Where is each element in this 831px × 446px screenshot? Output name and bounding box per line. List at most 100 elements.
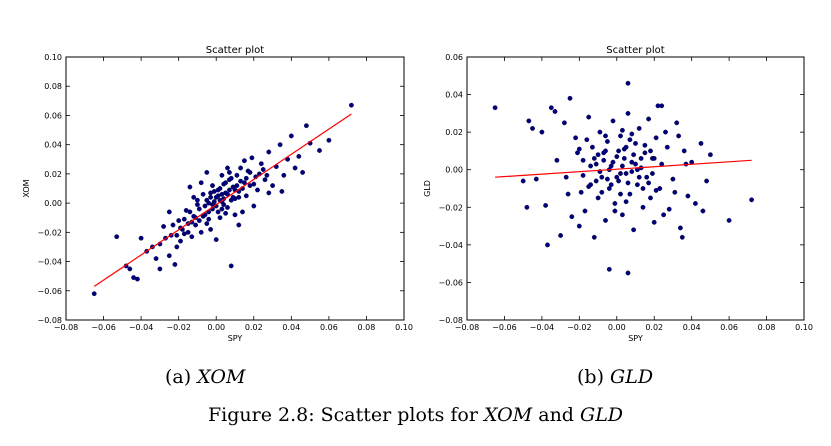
- data-point: [266, 149, 272, 155]
- data-point: [565, 191, 571, 197]
- x-axis-label: SPY: [228, 334, 243, 343]
- data-point: [597, 129, 603, 135]
- data-point: [608, 163, 614, 169]
- x-tick-label: 0.08: [358, 323, 376, 332]
- data-point: [657, 186, 663, 191]
- data-point: [623, 171, 629, 176]
- y-axis-label: GLD: [423, 180, 432, 197]
- data-point: [591, 234, 597, 240]
- data-point: [606, 186, 612, 191]
- data-point: [530, 125, 535, 131]
- data-point: [603, 148, 608, 154]
- data-point: [204, 169, 210, 175]
- y-tick-label: 0.04: [445, 91, 463, 100]
- y-tick-label: 0.02: [445, 128, 463, 137]
- data-point: [616, 178, 621, 184]
- y-tick-label: −0.08: [438, 316, 463, 325]
- data-point: [348, 102, 354, 108]
- x-tick-label: 0.06: [320, 323, 338, 332]
- data-point: [648, 195, 653, 201]
- data-point: [614, 154, 620, 160]
- data-point: [629, 169, 635, 175]
- data-point: [208, 226, 214, 232]
- data-point: [593, 161, 599, 167]
- subcaption-b-prefix: (b): [577, 366, 611, 388]
- data-point: [650, 171, 655, 176]
- data-point: [217, 215, 223, 221]
- data-point: [633, 140, 638, 146]
- data-point: [543, 202, 548, 208]
- y-tick-label: 0.08: [44, 82, 62, 91]
- data-point: [213, 237, 219, 243]
- data-point: [605, 176, 610, 182]
- data-point: [562, 120, 567, 126]
- data-point: [625, 111, 631, 116]
- data-point: [178, 238, 183, 244]
- data-point: [215, 209, 221, 215]
- data-point: [620, 212, 625, 218]
- y-tick-label: −0.06: [438, 278, 463, 287]
- y-tick-label: 0.04: [44, 141, 62, 150]
- data-point: [554, 157, 560, 163]
- data-point: [206, 216, 212, 222]
- data-point: [157, 266, 163, 272]
- data-point: [91, 291, 97, 297]
- data-point: [223, 180, 229, 186]
- x-tick-label: −0.08: [54, 323, 79, 332]
- data-point: [181, 216, 187, 222]
- data-point: [266, 190, 272, 196]
- fit-line: [93, 113, 352, 287]
- data-point: [234, 172, 240, 178]
- data-point: [176, 218, 182, 224]
- data-point: [612, 208, 618, 214]
- data-point: [591, 155, 597, 161]
- data-point: [492, 105, 498, 111]
- data-point: [582, 208, 588, 214]
- data-point: [279, 188, 285, 194]
- caption-name-2: GLD: [580, 404, 624, 426]
- data-point: [153, 256, 159, 261]
- scatter-chart-xom: −0.08 −0.06 −0.04 −0.02 0.00 0.02 0.04 0.06 0.08…: [22, 45, 413, 343]
- data-point: [127, 266, 133, 272]
- data-point: [300, 169, 305, 175]
- data-point: [226, 169, 232, 175]
- data-point: [595, 195, 601, 201]
- data-point: [704, 178, 709, 184]
- data-point: [194, 202, 200, 208]
- data-point: [228, 197, 234, 203]
- y-tick-label: −0.04: [438, 241, 463, 250]
- data-point: [236, 194, 242, 200]
- data-point: [208, 190, 214, 196]
- data-point: [623, 144, 629, 150]
- data-point: [610, 118, 616, 124]
- y-tick-label: 0.06: [445, 53, 463, 62]
- data-point: [666, 206, 672, 212]
- data-point: [225, 165, 230, 171]
- data-point: [520, 178, 526, 184]
- data-point: [749, 197, 754, 203]
- data-point: [228, 175, 234, 181]
- x-tick-label: 0.10: [395, 323, 413, 332]
- data-point: [576, 223, 582, 229]
- data-point: [651, 155, 657, 161]
- data-point: [196, 218, 202, 224]
- data-point: [678, 225, 683, 231]
- data-point: [636, 125, 642, 131]
- data-point: [249, 155, 255, 161]
- data-point: [219, 172, 225, 178]
- data-point: [524, 204, 530, 210]
- data-point: [676, 133, 681, 139]
- data-point: [646, 116, 651, 122]
- data-point: [603, 217, 608, 223]
- data-point: [612, 201, 618, 206]
- y-tick-label: 0.02: [44, 170, 62, 179]
- data-point: [646, 180, 651, 186]
- data-point: [240, 209, 245, 215]
- data-point: [623, 199, 629, 205]
- data-point: [196, 206, 202, 212]
- subcaption-a-name: XOM: [197, 366, 246, 388]
- data-point: [134, 276, 140, 282]
- y-tick-label: −0.02: [438, 203, 463, 212]
- data-point: [552, 109, 558, 114]
- data-point: [225, 205, 230, 210]
